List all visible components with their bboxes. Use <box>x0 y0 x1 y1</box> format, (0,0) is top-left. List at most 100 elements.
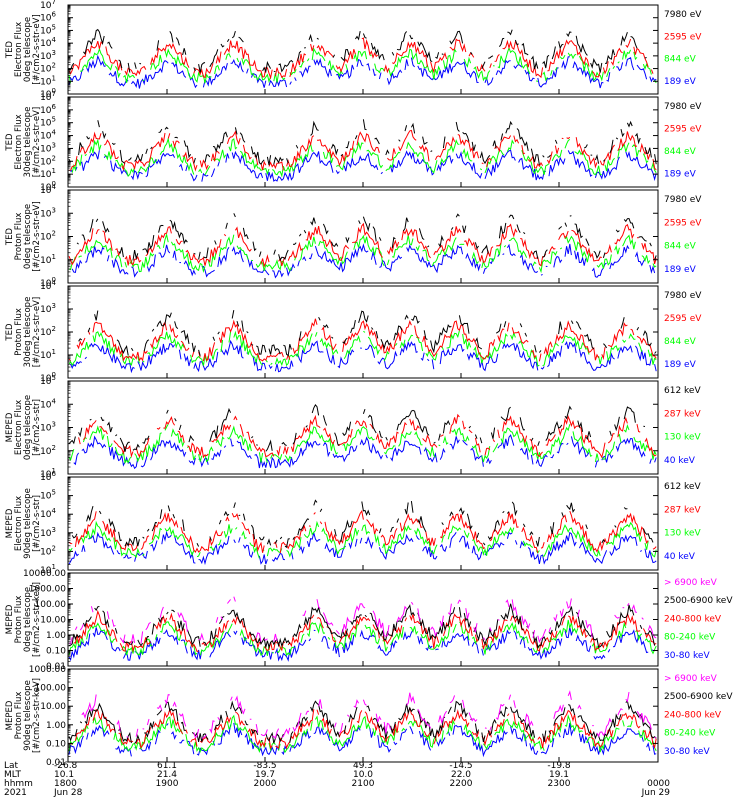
legend-entry: 612 keV <box>664 482 701 492</box>
legend-entry: 287 keV <box>664 409 701 419</box>
series-group <box>69 405 656 470</box>
y-tick-label: 102 <box>40 230 56 243</box>
y-tick-label: 103 <box>40 49 56 62</box>
x-row-label: hhmm <box>4 779 33 789</box>
y-axis-label-line: MEPED <box>5 604 15 634</box>
y-axis-label-line: 0deg telescope <box>23 587 33 652</box>
y-axis-label-line: Electron Flux <box>14 496 24 551</box>
x-tick-label: 2100 <box>352 779 375 789</box>
panel-6: 101 102 103 104 105 106 MEPED Electron Flux 90de… <box>5 470 701 576</box>
legend-entry: > 6900 keV <box>664 674 718 684</box>
x-tick-label: 2000 <box>254 779 277 789</box>
y-axis-label-line: [#/cm2-s-str-eV] <box>32 107 42 177</box>
y-tick-label: 103 <box>40 526 56 539</box>
y-tick-label: 101 <box>40 563 56 576</box>
series-group <box>68 596 657 661</box>
y-axis: 0.01 0.10 1.00 10.00 100.00 1000.00 10000.00 <box>23 569 658 672</box>
y-axis-label-line: 90deg telescope <box>23 680 33 751</box>
series-line-1 <box>68 596 657 645</box>
series-line-2 <box>68 699 657 744</box>
y-tick-label: 101 <box>40 167 56 180</box>
y-tick-label: 100.00 <box>35 684 67 694</box>
y-axis-label-line: 0deg telescope <box>23 17 33 82</box>
series-line-4 <box>68 714 657 754</box>
series-line-5 <box>69 627 656 660</box>
x-tick-label: 21.4 <box>157 770 177 780</box>
y-tick-label: 10.00 <box>40 616 66 626</box>
legend: > 6900 keV 2500-6900 keV 240-800 keV 80-240… <box>664 674 733 757</box>
legend-entry: 189 eV <box>664 170 697 180</box>
legend-entry: 2500-6900 keV <box>664 596 733 606</box>
y-axis-label-line: Electron Flux <box>14 22 24 77</box>
x-tick-label: 19.1 <box>549 770 569 780</box>
series-line-1 <box>76 213 657 262</box>
y-tick-label: 105 <box>40 116 56 129</box>
legend: 7980 eV 2595 eV 844 eV 189 eV <box>664 10 702 87</box>
legend-entry: 40 keV <box>664 456 696 466</box>
y-axis-label-line: [#/cm2-s-str] <box>32 495 42 552</box>
y-tick-label: 103 <box>40 206 56 219</box>
legend: > 6900 keV 2500-6900 keV 240-800 keV 80-240… <box>664 578 733 661</box>
y-axis-label-line: MEPED <box>5 412 15 442</box>
x-tick-label: -83.5 <box>253 761 276 771</box>
y-tick-label: 104 <box>40 507 56 520</box>
series-group <box>68 119 657 182</box>
legend-entry: 80-240 keV <box>664 633 716 643</box>
y-axis-label-line: 30deg telescope <box>23 107 33 178</box>
y-tick-label: 10.00 <box>40 702 66 712</box>
x-tick-label: Jun 29 <box>641 788 671 798</box>
series-group <box>68 310 657 374</box>
legend-entry: 130 keV <box>664 433 701 443</box>
y-axis: 0.01 0.10 1.00 10.00 100.00 1000.00 <box>29 665 658 768</box>
y-tick-label: 100 <box>40 276 56 289</box>
legend-entry: 844 eV <box>664 147 697 157</box>
y-tick-label: 103 <box>40 421 56 434</box>
series-line-1 <box>68 119 657 166</box>
y-axis-label-line: Proton Flux <box>14 213 24 261</box>
legend: 7980 eV 2595 eV 844 eV 189 eV <box>664 291 702 370</box>
y-tick-label: 105 <box>40 489 56 502</box>
y-tick-label: 1.00 <box>46 631 66 641</box>
y-tick-label: 101 <box>40 348 56 361</box>
y-tick-label: 103 <box>40 141 56 154</box>
legend-entry: 844 eV <box>664 337 697 347</box>
series-line-2 <box>68 318 657 362</box>
series-line-4 <box>70 149 657 182</box>
y-tick-label: 106 <box>40 103 56 116</box>
y-tick-label: 100 <box>40 180 56 193</box>
x-tick-label: -14.5 <box>449 761 472 771</box>
x-tick-label: 2200 <box>450 779 473 789</box>
panel-frame <box>67 4 659 95</box>
series-group <box>69 30 656 89</box>
series-line-3 <box>68 707 657 750</box>
x-row-label: 2021 <box>4 788 27 798</box>
panel-3: 100 101 102 103 104 TED Proton Flux 0deg telesc… <box>5 183 702 289</box>
legend: 7980 eV 2595 eV 844 eV 189 eV <box>664 102 702 180</box>
y-axis-label-line: 90deg telescope <box>23 488 33 559</box>
legend-entry: 189 eV <box>664 360 697 370</box>
legend-entry: 612 keV <box>664 386 701 396</box>
y-tick-label: 1000.00 <box>29 585 66 595</box>
series-line-4 <box>70 339 657 374</box>
y-tick-label: 101 <box>40 467 56 480</box>
legend-entry: 30-80 keV <box>664 747 710 757</box>
legend-entry: 2500-6900 keV <box>664 692 733 702</box>
y-tick-label: 105 <box>40 374 56 387</box>
y-tick-label: 1000.00 <box>29 665 66 675</box>
series-line-4 <box>71 243 656 279</box>
y-axis-label-line: [#/cm2-s-str-eV] <box>32 14 42 84</box>
y-axis-label-line: [#/cm2-s-str] <box>32 399 42 456</box>
y-tick-label: 102 <box>40 444 56 457</box>
legend-entry: 7980 eV <box>664 291 702 301</box>
y-axis-label-line: 0deg telescope <box>23 204 33 269</box>
x-tick-label: -19.8 <box>547 761 571 771</box>
y-tick-label: 100 <box>40 87 56 100</box>
legend-entry: 7980 eV <box>664 10 702 20</box>
y-tick-label: 102 <box>40 154 56 167</box>
legend: 7980 eV 2595 eV 844 eV 189 eV <box>664 195 702 275</box>
y-tick-label: 101 <box>40 253 56 266</box>
series-line-3 <box>68 609 657 653</box>
